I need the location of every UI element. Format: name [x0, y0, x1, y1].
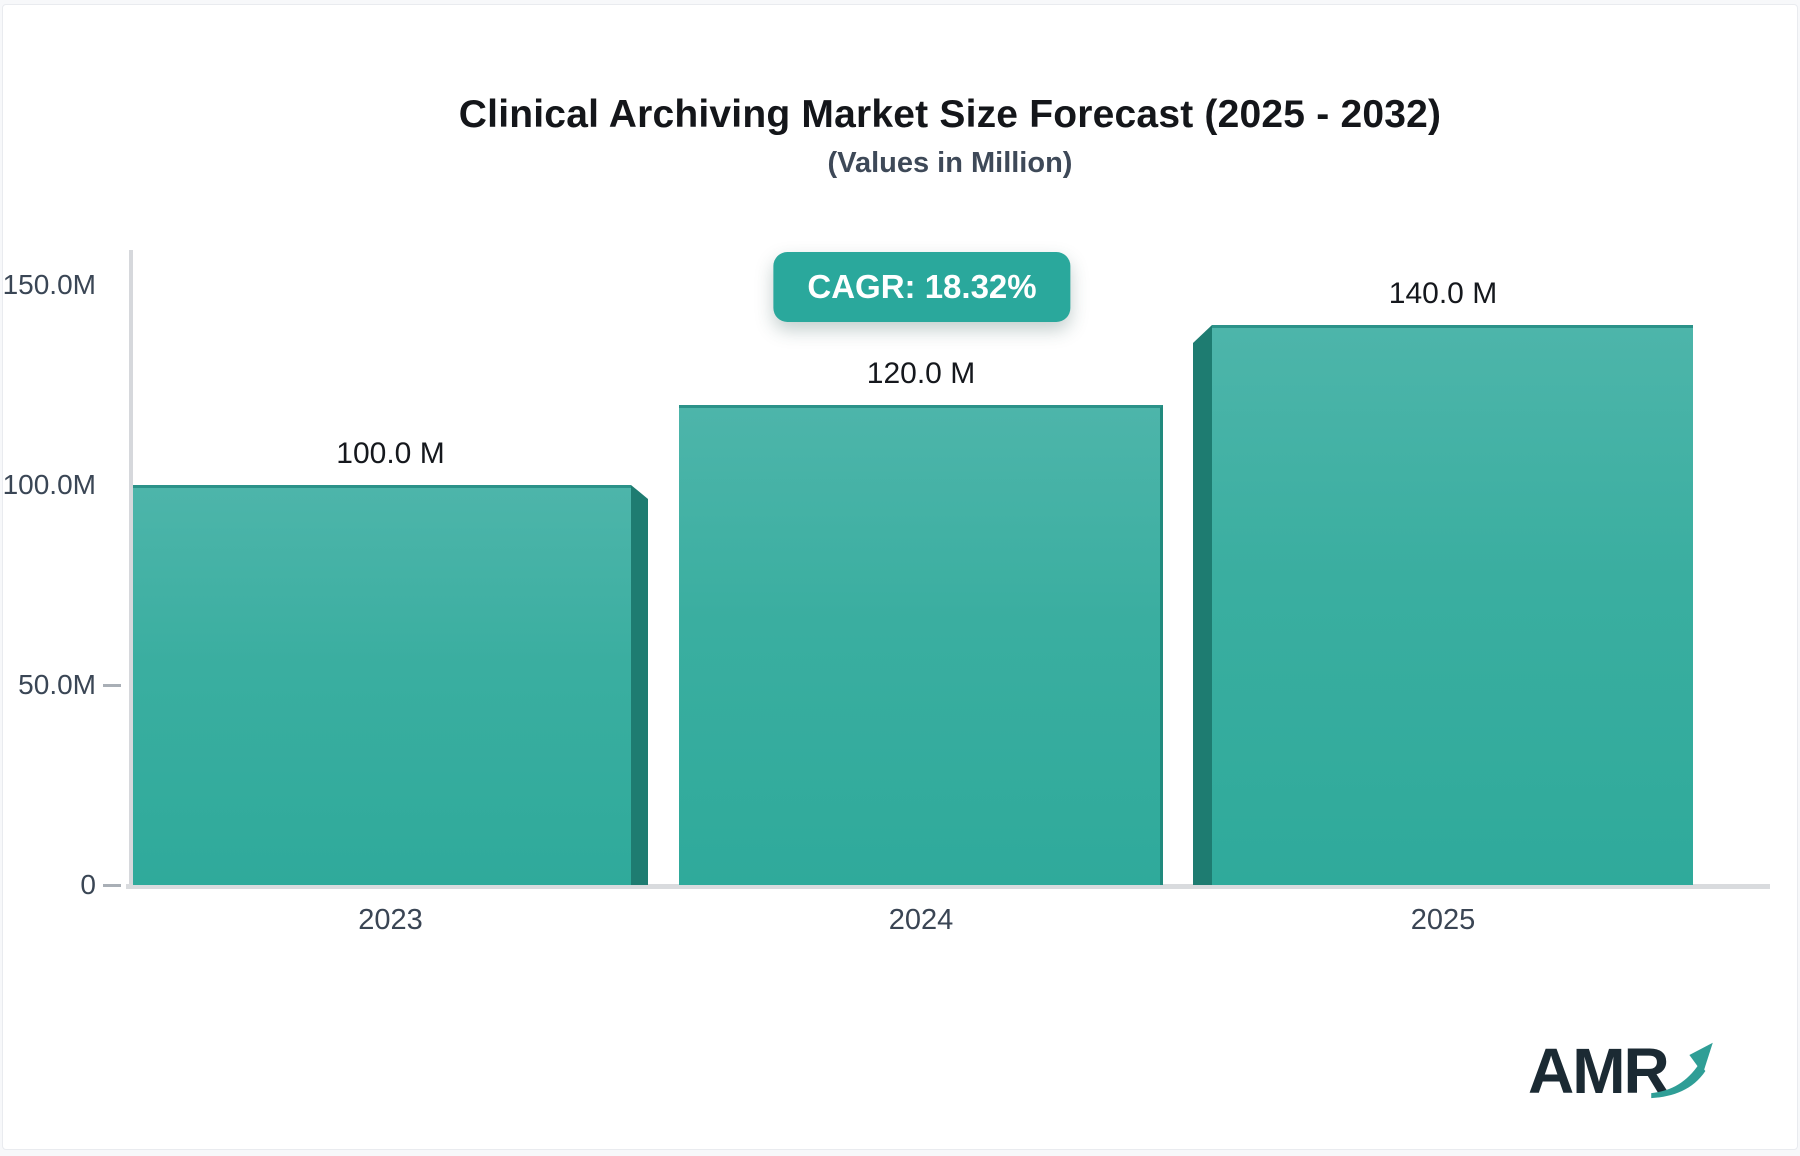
bar-3d-side: [631, 485, 648, 885]
y-tick-label-0: 0: [80, 869, 96, 900]
bar-value-label: 140.0 M: [1388, 277, 1498, 310]
chart-subtitle: (Values in Million): [827, 147, 1073, 179]
y-axis-line: [129, 250, 133, 888]
cagr-badge: CAGR: 18.32%: [773, 252, 1071, 322]
x-axis-baseline: [126, 884, 1770, 889]
bar-3d-side: [1193, 325, 1212, 885]
x-axis-label-2023: 2023: [358, 904, 423, 936]
chart-title: Clinical Archiving Market Size Forecast …: [458, 93, 1442, 136]
bar-2024: [679, 405, 1163, 885]
x-axis-label-2024: 2024: [888, 904, 954, 936]
y-tick-label-100m: 100.0M: [2, 469, 96, 500]
bar-2025: [1212, 325, 1693, 885]
y-tick-label-50m: 50.0M: [18, 669, 96, 700]
y-tick-mark-50m: [103, 684, 121, 687]
bar-value-label: 100.0 M: [336, 437, 445, 470]
amr-logo-text: AMR: [1528, 1035, 1670, 1107]
amr-logo: AMR: [1528, 1034, 1728, 1114]
growth-arrow-icon: [1651, 1042, 1713, 1099]
bar-value-label: 120.0 M: [866, 357, 976, 390]
bar-2023: [133, 485, 631, 885]
x-axis-label-2025: 2025: [1410, 904, 1476, 936]
y-tick-mark-0: [103, 884, 121, 887]
y-tick-label-150m: 150.0M: [2, 269, 96, 300]
